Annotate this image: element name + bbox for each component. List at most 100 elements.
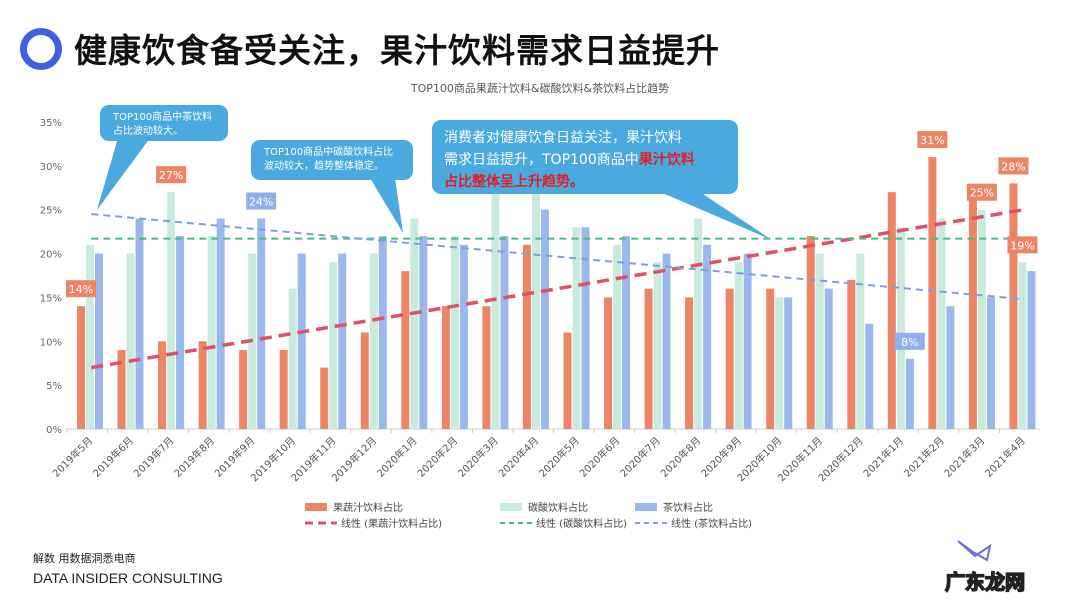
- bar-1-17: [775, 297, 784, 429]
- bar-1-6: [329, 262, 338, 429]
- x-tick-label: 2019年8月: [171, 434, 217, 480]
- bar-0-1: [117, 350, 126, 429]
- bar-1-15: [694, 218, 703, 429]
- x-tick-label: 2020年1月: [374, 434, 420, 480]
- data-label: 19%: [1010, 239, 1034, 252]
- bar-1-19: [856, 253, 865, 429]
- bar-2-6: [338, 253, 347, 429]
- bar-2-1: [135, 218, 144, 429]
- legend-label: 线性 (碳酸饮料占比): [536, 517, 627, 530]
- bar-0-15: [685, 297, 694, 429]
- legend-label: 茶饮料占比: [663, 501, 713, 514]
- bar-2-18: [824, 288, 833, 429]
- bar-2-17: [784, 297, 793, 429]
- trendline-0: [90, 207, 1025, 370]
- trendline-2: [91, 213, 1024, 301]
- bar-0-18: [806, 236, 815, 429]
- bar-0-4: [239, 350, 248, 429]
- bar-2-13: [622, 236, 631, 429]
- bar-0-11: [522, 244, 531, 429]
- bar-0-5: [279, 350, 288, 429]
- data-label-box: [246, 192, 277, 210]
- x-tick-label: 2020年2月: [414, 434, 460, 480]
- bar-1-22: [977, 209, 986, 429]
- legend-label: 线性 (茶饮料占比): [671, 517, 752, 530]
- data-label-box: [998, 157, 1029, 175]
- bar-0-20: [887, 192, 896, 429]
- callout-bubble: [251, 140, 413, 180]
- legend-label: 碳酸饮料占比: [528, 501, 588, 514]
- legend-label: 果蔬汁饮料占比: [333, 501, 403, 514]
- bar-2-23: [1027, 271, 1036, 429]
- bar-1-11: [531, 192, 540, 429]
- y-tick-label: 25%: [40, 206, 62, 217]
- chart-title: TOP100商品果蔬汁饮料&碳酸饮料&茶饮料占比趋势: [410, 81, 669, 95]
- y-tick-label: 30%: [40, 162, 62, 173]
- callout-text: 需求日益提升，TOP100商品中果汁饮料: [444, 151, 695, 168]
- x-tick-label: 2020年9月: [698, 434, 744, 480]
- bar-2-5: [297, 253, 306, 429]
- bar-1-8: [410, 218, 419, 429]
- x-tick-label: 2021年4月: [982, 434, 1028, 480]
- bar-0-21: [928, 157, 937, 430]
- data-label-box: [156, 166, 187, 184]
- bar-2-22: [986, 297, 995, 429]
- data-label: 31%: [920, 134, 944, 147]
- bar-0-3: [198, 341, 207, 429]
- bar-1-2: [167, 192, 176, 429]
- bar-2-7: [378, 236, 387, 429]
- data-label-box: [894, 332, 925, 350]
- bar-2-10: [500, 236, 509, 429]
- x-tick-label: 2020年8月: [658, 434, 704, 480]
- bar-1-9: [450, 236, 459, 429]
- bar-2-3: [216, 218, 225, 429]
- bar-1-7: [369, 253, 378, 429]
- legend-swatch: [500, 503, 522, 511]
- bar-2-21: [946, 306, 955, 429]
- bar-0-6: [320, 367, 329, 429]
- bar-1-14: [653, 262, 662, 429]
- bar-1-13: [613, 244, 622, 429]
- data-label: 14%: [69, 283, 93, 296]
- bar-2-4: [257, 218, 266, 429]
- x-tick-label: 2020年3月: [455, 434, 501, 480]
- x-tick-label: 2021年2月: [901, 434, 947, 480]
- bar-0-10: [482, 306, 491, 429]
- bar-1-16: [734, 262, 743, 429]
- bar-1-20: [896, 227, 905, 429]
- bar-1-0: [86, 244, 94, 429]
- bar-2-11: [540, 209, 549, 429]
- bar-1-3: [207, 236, 216, 429]
- bar-2-8: [419, 236, 428, 429]
- footer-tagline: 解数 用数据洞悉电商: [33, 552, 136, 565]
- bar-0-23: [1009, 183, 1018, 429]
- data-label-box: [66, 280, 96, 298]
- bar-1-1: [126, 253, 135, 429]
- y-tick-label: 0%: [46, 425, 62, 436]
- y-tick-label: 35%: [40, 118, 62, 129]
- bar-0-7: [360, 332, 369, 429]
- bar-0-8: [401, 271, 410, 429]
- bar-2-20: [905, 358, 914, 429]
- bar-0-14: [644, 288, 653, 429]
- bar-2-9: [459, 244, 468, 429]
- data-label-box: [917, 131, 948, 149]
- footer-company: DATA INSIDER CONSULTING: [33, 570, 223, 586]
- callout-bubble: [432, 120, 738, 194]
- x-tick-label: 2019年5月: [50, 434, 96, 480]
- watermark: 广东龙网: [944, 569, 1026, 595]
- x-tick-label: 2020年7月: [617, 434, 663, 480]
- y-tick-label: 10%: [40, 337, 62, 348]
- bar-1-18: [815, 253, 824, 429]
- bar-1-5: [288, 288, 297, 429]
- bar-2-2: [176, 236, 185, 429]
- bar-0-0: [77, 306, 85, 429]
- data-label: 25%: [970, 187, 994, 200]
- y-tick-label: 20%: [40, 250, 62, 261]
- bar-1-21: [937, 218, 946, 429]
- callout-highlight: 果汁饮料: [638, 151, 695, 168]
- bar-0-22: [968, 192, 977, 429]
- bar-2-16: [743, 253, 752, 429]
- page-title: 健康饮食备受关注，果汁饮料需求日益提升: [74, 31, 720, 70]
- data-label-box: [1007, 236, 1038, 254]
